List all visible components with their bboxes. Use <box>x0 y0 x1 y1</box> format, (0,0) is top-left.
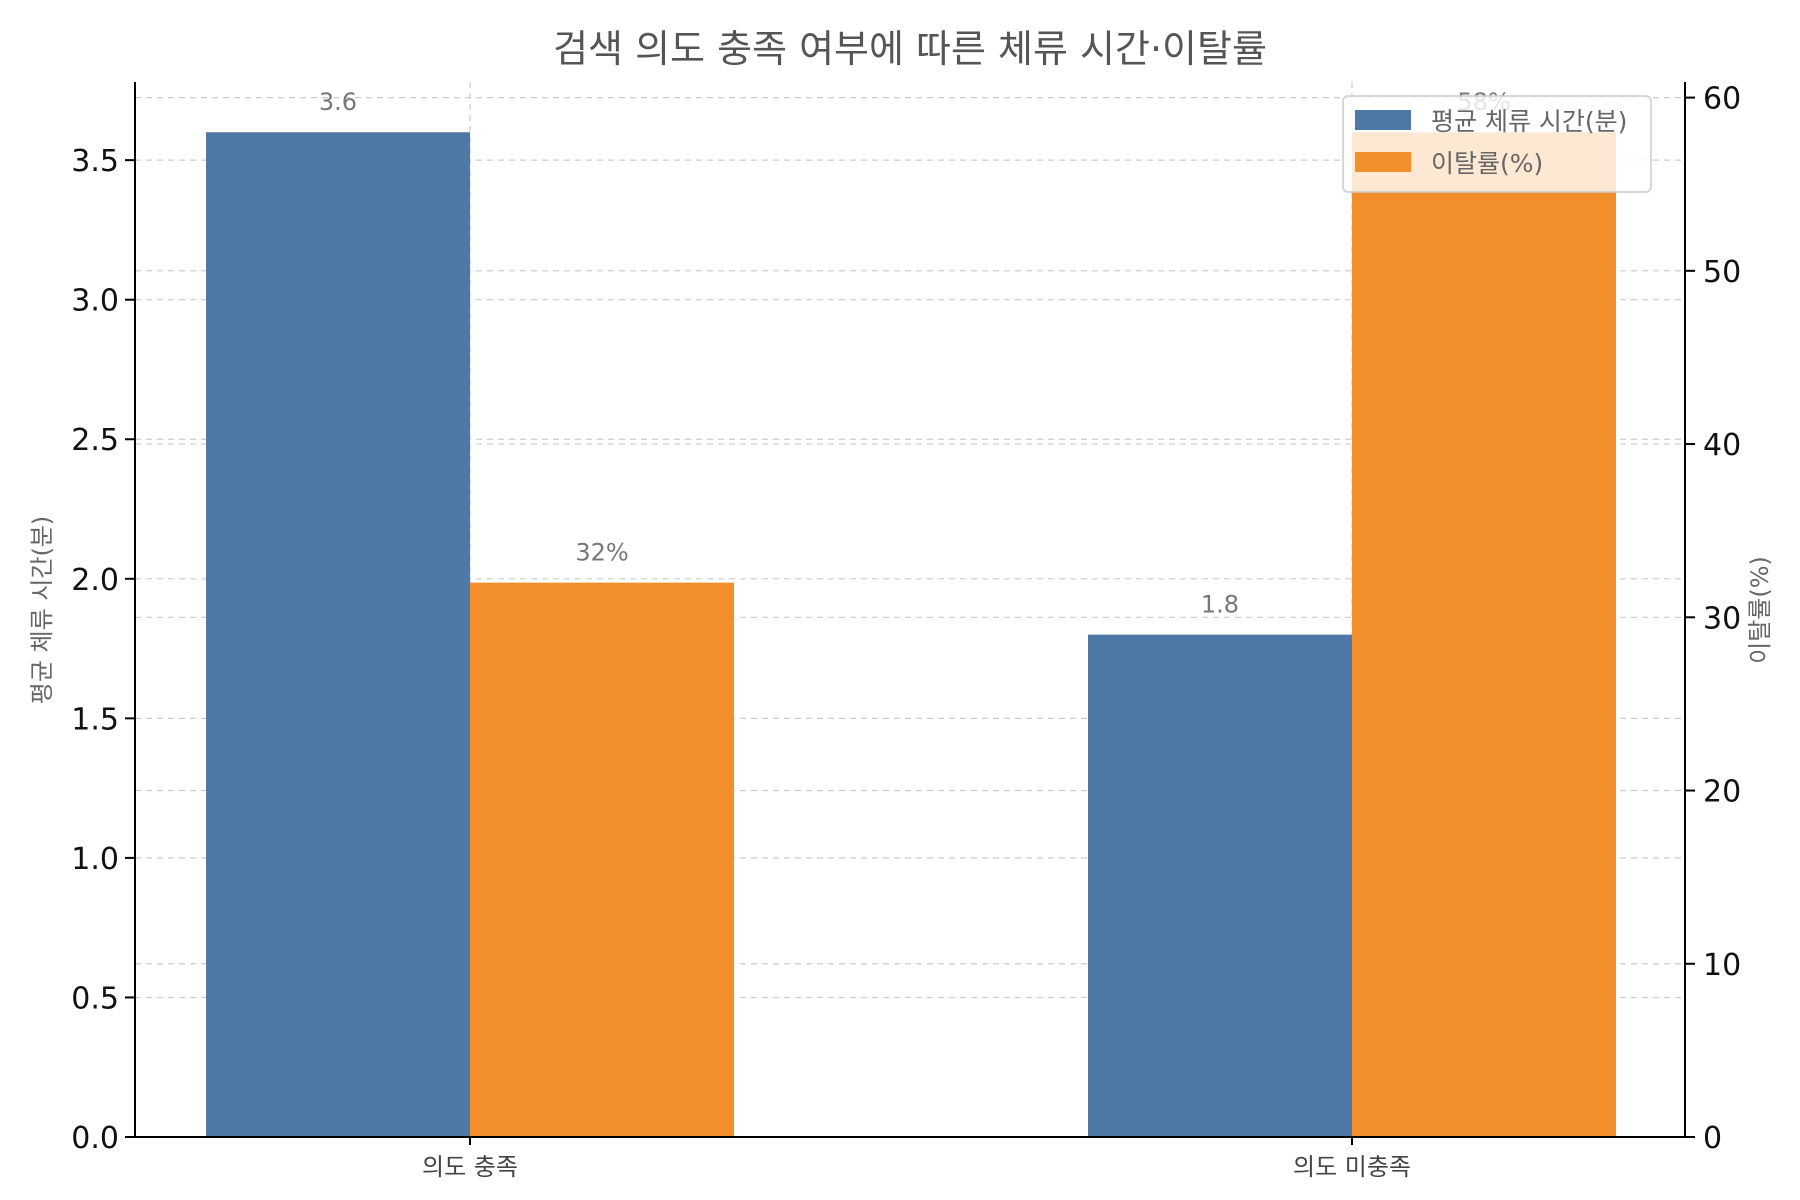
y-right-tick-label-0: 0 <box>1703 1121 1722 1156</box>
y-left-tick-label-6: 3.0 <box>71 284 119 319</box>
y-right-tick-label-1: 10 <box>1703 948 1741 983</box>
y-right-tick-label-5: 50 <box>1703 255 1741 290</box>
x-tick-label-1: 의도 미충족 <box>1293 1153 1411 1181</box>
data-labels: 3.61.832%58% <box>319 88 1511 618</box>
bars <box>206 132 1616 1137</box>
y-left-tick-label-7: 3.5 <box>71 144 119 179</box>
y-left-tick-label-4: 2.0 <box>71 563 119 598</box>
y-axis-left-label: 평균 체류 시간(분) <box>28 516 56 705</box>
axes: 0.0 0.5 1.0 1.5 2.0 2.5 3.0 3.5 0 10 20 30 40 50 60 의도 … <box>71 82 1741 1181</box>
data-label-dwell-time-1: 1.8 <box>1201 591 1239 619</box>
y-right-tick-label-6: 60 <box>1703 82 1741 117</box>
legend-entry-1[interactable]: 이탈률(%) <box>1431 149 1543 178</box>
data-label-dwell-time-0: 3.6 <box>319 88 357 116</box>
y-right-tick-label-3: 30 <box>1703 601 1741 636</box>
y-left-tick-label-1: 0.5 <box>71 981 119 1016</box>
chart-title: 검색 의도 충족 여부에 따른 체류 시간·이탈률 <box>553 27 1267 71</box>
legend-entry-0[interactable]: 평균 체류 시간(분) <box>1431 107 1627 136</box>
y-right-tick-label-4: 40 <box>1703 428 1741 463</box>
y-left-tick-label-2: 1.0 <box>71 842 119 877</box>
bar-dwell-time-0 <box>206 132 470 1137</box>
legend-box <box>1342 95 1652 193</box>
y-left-tick-label-0: 0.0 <box>71 1121 119 1156</box>
y-axis-right-label: 이탈률(%) <box>1746 556 1774 664</box>
y-left-tick-label-3: 1.5 <box>71 702 119 737</box>
legend-swatch-1 <box>1355 152 1411 172</box>
legend-swatch-0 <box>1355 110 1411 130</box>
bar-bounce-rate-1 <box>1352 132 1616 1137</box>
bar-bounce-rate-0 <box>470 582 734 1137</box>
y-left-tick-label-5: 2.5 <box>71 423 119 458</box>
legend[interactable]: 평균 체류 시간(분) 이탈률(%) <box>1342 95 1652 193</box>
bar-dwell-time-1 <box>1088 634 1352 1137</box>
x-tick-label-0: 의도 충족 <box>422 1153 518 1181</box>
data-label-bounce-rate-0: 32% <box>575 539 628 567</box>
y-right-tick-label-2: 20 <box>1703 775 1741 810</box>
